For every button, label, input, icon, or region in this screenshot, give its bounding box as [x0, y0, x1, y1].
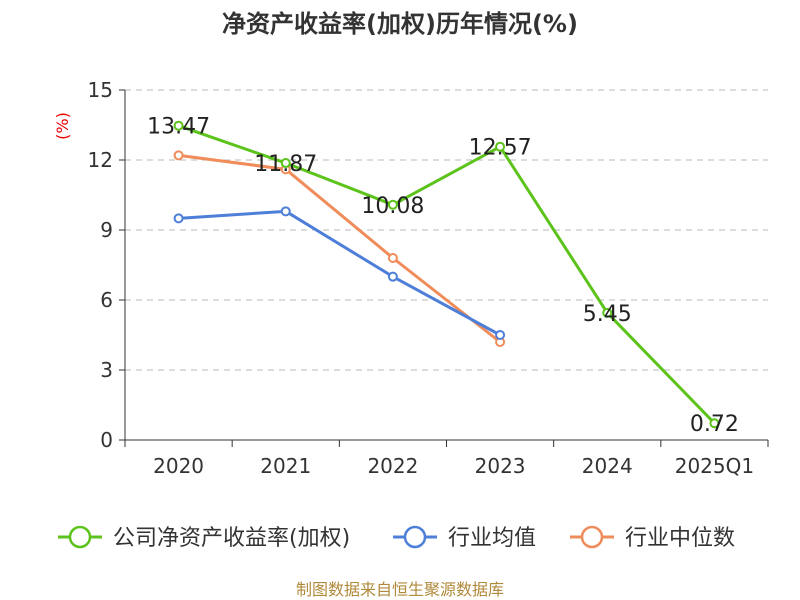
y-axis-unit: (%): [53, 112, 72, 140]
data-point[interactable]: [280, 158, 291, 169]
y-tick-label: 6: [100, 288, 113, 312]
series-lines: [173, 120, 720, 429]
legend-item-1[interactable]: 行业均值: [393, 525, 536, 551]
y-tick-label: 15: [88, 78, 113, 102]
data-label: 5.45: [583, 302, 632, 327]
data-label: 12.57: [469, 136, 532, 161]
x-tick-label: 2021: [260, 454, 311, 478]
data-point[interactable]: [173, 120, 184, 131]
series-line-1: [178, 209, 501, 337]
x-tick-label: 2024: [582, 454, 633, 478]
y-tick-label: 9: [100, 218, 113, 242]
data-label: 0.72: [690, 412, 739, 437]
series-line-2: [178, 153, 502, 344]
x-tick-label: 2023: [475, 454, 526, 478]
data-label: 11.87: [254, 152, 317, 177]
legend-item-2[interactable]: 行业中位数: [570, 525, 735, 551]
source-note: 制图数据来自恒生聚源数据库: [296, 580, 504, 599]
data-point[interactable]: [602, 307, 613, 318]
data-point[interactable]: [709, 418, 720, 429]
axes: 0 3 6 9 12 15 2020 2021 2022 2023 2024 2025Q1: [88, 78, 769, 478]
data-point[interactable]: [387, 271, 398, 282]
data-label: 13.47: [147, 115, 210, 140]
data-label: 10.08: [361, 194, 424, 219]
legend-label: 行业均值: [448, 526, 536, 551]
legend-swatch-marker: [580, 525, 604, 549]
legend-swatch-marker: [403, 525, 427, 549]
x-tick-label: 2020: [153, 454, 204, 478]
series-line-0: [178, 124, 716, 425]
x-tick-label: 2022: [367, 454, 418, 478]
data-point[interactable]: [280, 206, 291, 217]
data-point[interactable]: [173, 150, 184, 161]
data-point[interactable]: [495, 330, 506, 340]
data-labels: 13.47 11.87 10.08 12.57 5.45 0.72: [147, 115, 739, 438]
y-tick-label: 12: [88, 148, 113, 172]
y-tick-label: 0: [100, 428, 113, 452]
legend-label: 行业中位数: [625, 526, 735, 551]
legend-item-0[interactable]: 公司净资产收益率(加权): [58, 525, 350, 551]
data-point[interactable]: [495, 141, 506, 152]
data-point[interactable]: [173, 213, 184, 224]
y-tick-label: 3: [100, 358, 113, 382]
legend-swatch-marker: [68, 525, 92, 549]
legend[interactable]: 公司净资产收益率(加权) 行业均值 行业中位数: [58, 525, 735, 551]
data-point[interactable]: [387, 253, 398, 263]
grid-lines: [125, 89, 768, 371]
legend-label: 公司净资产收益率(加权): [113, 526, 350, 551]
chart-title: 净资产收益率(加权)历年情况(%): [222, 10, 578, 38]
x-tick-label: 2025Q1: [675, 454, 754, 478]
data-point[interactable]: [387, 199, 398, 210]
